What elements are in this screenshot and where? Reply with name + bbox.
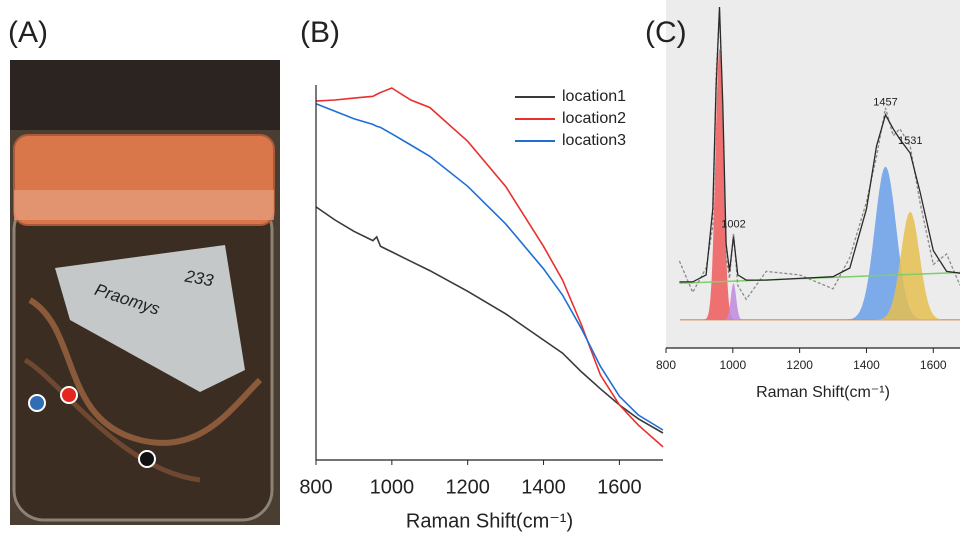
fitted-peak: [703, 48, 736, 320]
peak-label: 1457: [873, 97, 897, 109]
tag-number: 233: [183, 266, 216, 290]
location-dot: [28, 394, 46, 412]
x-tick-label: 1400: [521, 476, 566, 498]
x-tick-label: 800: [299, 476, 332, 498]
photo: 233 Praomys: [10, 60, 280, 525]
specimen: [23, 357, 201, 483]
panel-label: (B): [300, 16, 340, 49]
x-axis-label: Raman Shift(cm⁻¹): [406, 510, 573, 532]
x-tick-label: 1600: [597, 476, 642, 498]
peak-label: 1002: [721, 219, 745, 231]
series-line: [679, 6, 960, 283]
x-tick-label: 1200: [786, 358, 813, 372]
x-axis-label: Raman Shift(cm⁻¹): [756, 384, 890, 401]
x-tick-label: 1000: [370, 476, 415, 498]
x-tick-label: 800: [656, 358, 676, 372]
legend-label: location2: [562, 110, 626, 127]
series-line: [678, 10, 960, 301]
specimen: [28, 297, 263, 446]
x-tick-label: 1000: [719, 358, 746, 372]
series-line: [315, 206, 664, 434]
lid-seal: [14, 190, 274, 220]
tag: [55, 245, 245, 392]
x-tick-label: 1400: [853, 358, 880, 372]
legend-label: location3: [562, 132, 626, 149]
x-tick-label: 1200: [445, 476, 490, 498]
peak-label: 1531: [898, 135, 922, 147]
series-line: [315, 87, 664, 448]
x-tick-label: 1600: [920, 358, 947, 372]
legend-label: location1: [562, 88, 626, 105]
location-dot: [138, 450, 156, 468]
location-dot: [60, 386, 78, 404]
fitted-peak: [722, 283, 745, 320]
fitted-peak: [842, 166, 929, 320]
panel-label: (C): [645, 16, 687, 49]
shelf: [10, 60, 280, 130]
fitted-peak: [872, 211, 948, 320]
panel-label: (A): [8, 16, 48, 49]
series-line: [315, 103, 664, 431]
peak-label: 960: [710, 0, 728, 1]
